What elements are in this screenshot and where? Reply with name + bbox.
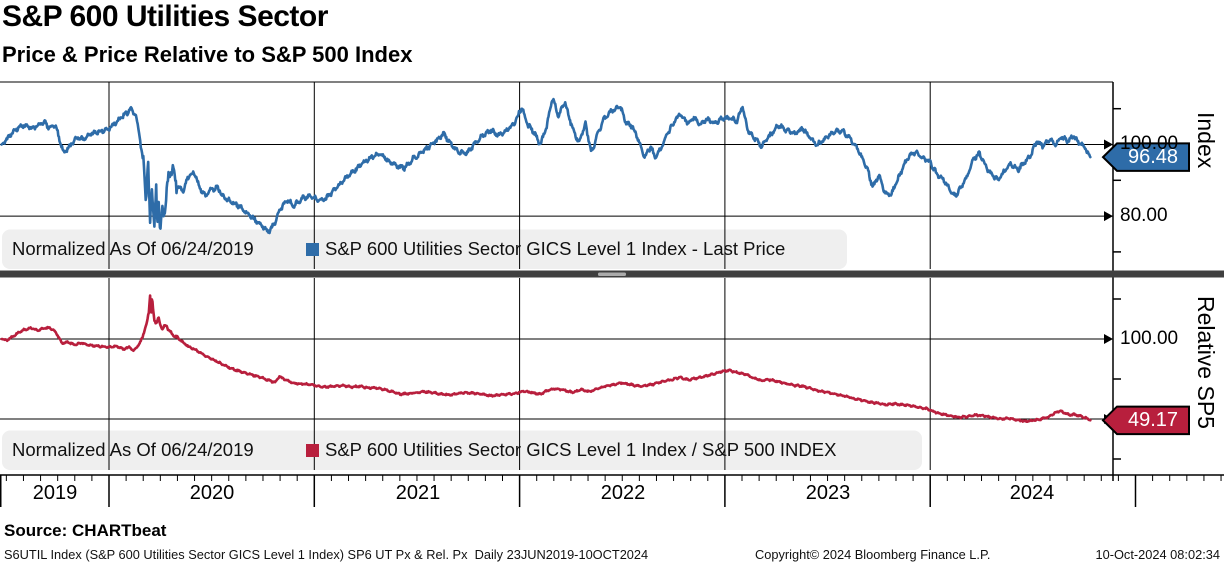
bottom-axis-title: Relative SP5 <box>1193 296 1219 429</box>
top-legend-series-label: S&P 600 Utilities Sector GICS Level 1 In… <box>325 238 786 259</box>
top-legend-normalized-label: Normalized As Of 06/24/2019 <box>12 238 254 259</box>
xaxis-year-label: 2021 <box>395 482 441 504</box>
top-axis-title: Index <box>1193 112 1219 169</box>
xaxis-year-label: 2019 <box>32 482 78 504</box>
blue-series-swatch-icon <box>306 243 319 256</box>
xaxis-year-label: 2022 <box>600 482 646 504</box>
bottom-ytick-100: 100.00 <box>1120 328 1179 349</box>
top-ytick-80: 80.00 <box>1120 205 1168 226</box>
panel-resize-handle-icon[interactable] <box>598 272 626 277</box>
bottom-tick-arrow-icon <box>1104 334 1113 344</box>
footer-copyright: Copyright© 2024 Bloomberg Finance L.P. <box>755 547 991 562</box>
bottom-last-price-badge: 49.17 <box>1127 408 1179 431</box>
page-title: S&P 600 Utilities Sector <box>2 0 328 33</box>
top-series-line <box>0 97 1092 235</box>
footer-timestamp: 10-Oct-2024 08:02:34 <box>1095 547 1220 562</box>
bottom-badge-shape <box>1101 405 1190 436</box>
top-tick-arrow-icon <box>1104 211 1113 222</box>
top-tick-arrow-icon <box>1104 139 1113 150</box>
footer-ticker-info: S6UTIL Index (S&P 600 Utilities Sector G… <box>4 547 649 562</box>
bottom-series-line <box>0 294 1092 424</box>
bottom-legend-strip <box>2 430 922 470</box>
xaxis-year-label: 2024 <box>1009 482 1055 504</box>
top-ytick-100: 100.00 <box>1120 133 1179 154</box>
xaxis-year-label: 2023 <box>805 482 851 504</box>
red-series-swatch-icon <box>306 444 319 457</box>
top-last-price-badge: 96.48 <box>1127 145 1179 168</box>
page-subtitle: Price & Price Relative to S&P 500 Index <box>2 42 413 67</box>
top-badge-shape <box>1101 142 1190 172</box>
top-legend-strip <box>2 229 847 269</box>
xaxis-year-label: 2020 <box>189 482 235 504</box>
bottom-legend-normalized-label: Normalized As Of 06/24/2019 <box>12 439 254 460</box>
bottom-legend-series-label: S&P 600 Utilities Sector GICS Level 1 In… <box>325 439 837 460</box>
source-line: Source: CHARTbeat <box>4 521 167 540</box>
